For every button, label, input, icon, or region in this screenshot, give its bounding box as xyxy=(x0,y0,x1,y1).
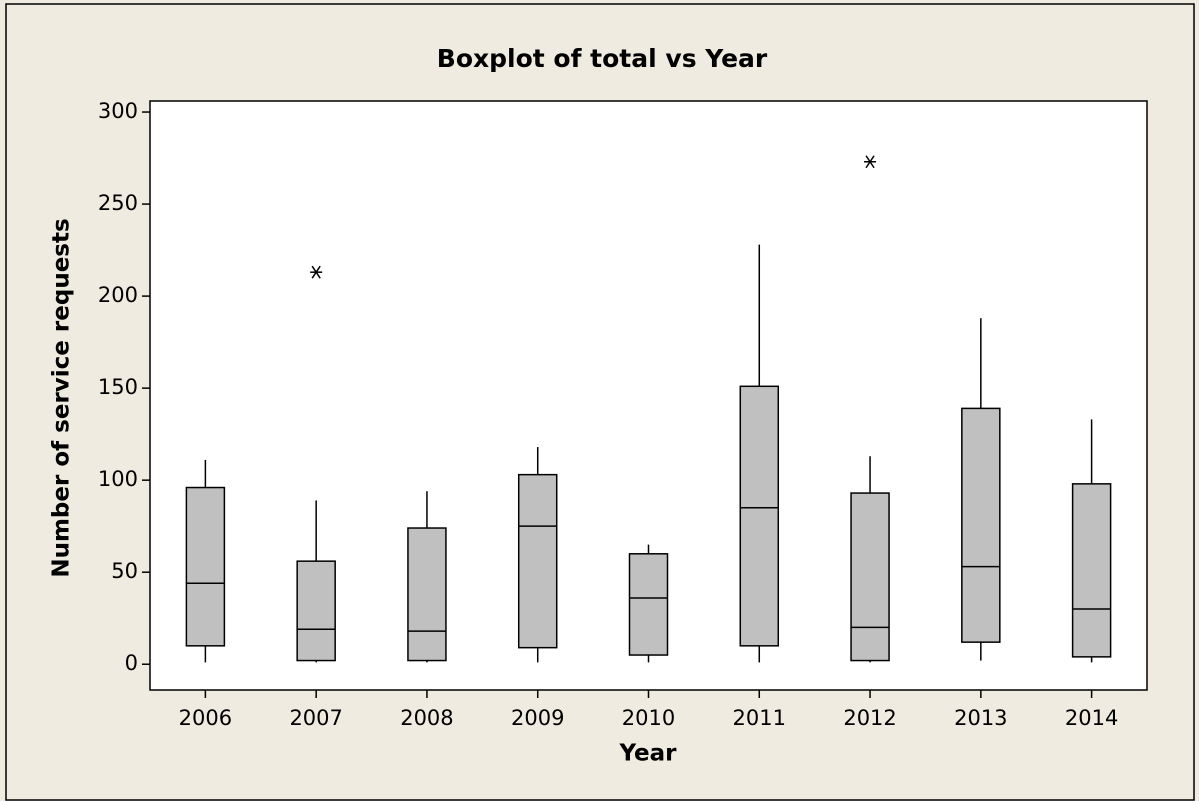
y-axis-label: Number of service requests xyxy=(49,218,75,577)
y-tick-label: 0 xyxy=(125,651,138,675)
y-tick-label: 200 xyxy=(98,283,138,307)
frame xyxy=(5,3,1195,801)
x-tick-label: 2013 xyxy=(954,706,1007,730)
x-tick-label: 2011 xyxy=(733,706,786,730)
x-tick-label: 2006 xyxy=(179,706,232,730)
y-tick-label: 100 xyxy=(98,467,138,491)
box xyxy=(407,527,447,662)
x-tick-label: 2007 xyxy=(289,706,342,730)
x-axis-label: Year xyxy=(618,741,677,767)
box xyxy=(1071,483,1112,658)
box xyxy=(517,473,558,649)
outlier-stroke xyxy=(865,155,875,169)
outlier xyxy=(310,265,323,279)
y-tick-label: 250 xyxy=(98,191,138,215)
x-tick-label: 2012 xyxy=(843,706,896,730)
y-tick-label: 300 xyxy=(98,99,138,123)
box xyxy=(739,385,780,647)
box xyxy=(961,407,1001,643)
box xyxy=(185,486,226,647)
x-tick-label: 2014 xyxy=(1065,706,1118,730)
box xyxy=(296,560,336,662)
x-tick-label: 2010 xyxy=(622,706,675,730)
x-tick-label: 2009 xyxy=(511,706,564,730)
outlier-stroke xyxy=(311,265,321,279)
y-tick-label: 150 xyxy=(98,375,138,399)
outlier xyxy=(864,155,877,169)
x-tick-label: 2008 xyxy=(400,706,453,730)
chart-title: Boxplot of total vs Year xyxy=(437,44,768,73)
y-tick-label: 50 xyxy=(111,559,138,583)
box xyxy=(628,553,669,656)
box xyxy=(850,492,890,662)
